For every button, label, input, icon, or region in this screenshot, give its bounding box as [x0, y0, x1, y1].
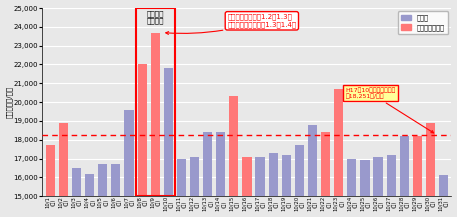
Bar: [321, 132, 330, 196]
Text: H17年10月月平均交通量
（18,251台/日）: H17年10月月平均交通量 （18,251台/日）: [345, 87, 434, 133]
Bar: [426, 123, 435, 196]
Bar: [387, 155, 396, 196]
Bar: [59, 123, 68, 196]
Bar: [242, 157, 251, 196]
Bar: [177, 159, 186, 196]
Text: 月平均交通量の約1.2～1.3倍
平日平均交通量の約1.3～1.4倍: 月平均交通量の約1.2～1.3倍 平日平均交通量の約1.3～1.4倍: [166, 14, 297, 34]
Bar: [216, 132, 225, 196]
Bar: [136, 8, 175, 196]
Text: 路上工事
抑制期間: 路上工事 抑制期間: [146, 10, 164, 24]
Bar: [151, 33, 160, 196]
Bar: [308, 125, 317, 196]
Bar: [282, 155, 291, 196]
Bar: [413, 136, 422, 196]
Bar: [72, 168, 81, 196]
Bar: [98, 164, 107, 196]
Bar: [46, 145, 55, 196]
Bar: [334, 89, 343, 196]
Bar: [164, 68, 173, 196]
Bar: [255, 157, 265, 196]
Bar: [124, 110, 133, 196]
Bar: [190, 157, 199, 196]
Bar: [85, 174, 94, 196]
Bar: [229, 97, 239, 196]
Bar: [360, 160, 370, 196]
Y-axis label: 交通量（台/日）: 交通量（台/日）: [5, 86, 12, 118]
Bar: [439, 176, 448, 196]
Bar: [295, 145, 304, 196]
Bar: [347, 159, 356, 196]
Bar: [400, 136, 409, 196]
Bar: [203, 132, 212, 196]
Bar: [138, 64, 147, 196]
Legend: ：平日, ：土・日、祝日: ：平日, ：土・日、祝日: [398, 11, 448, 34]
Bar: [112, 164, 121, 196]
Bar: [269, 153, 278, 196]
Bar: [373, 157, 383, 196]
